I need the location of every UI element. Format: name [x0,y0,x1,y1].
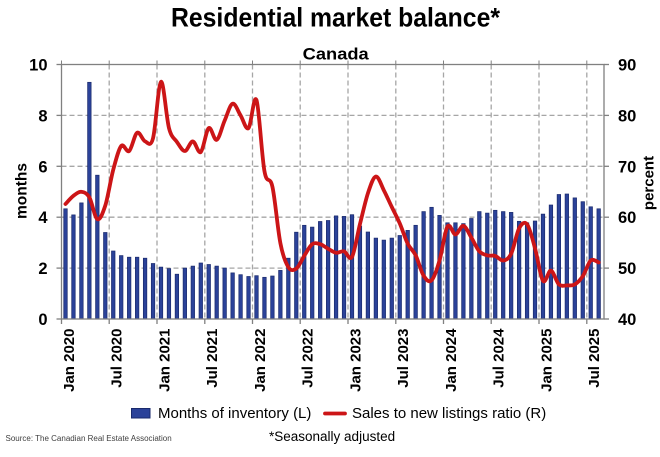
svg-text:Jan 2025: Jan 2025 [538,329,555,392]
svg-text:0: 0 [38,311,47,329]
svg-text:50: 50 [618,260,636,278]
svg-text:60: 60 [618,209,636,227]
svg-text:Jan 2024: Jan 2024 [443,328,460,392]
svg-text:80: 80 [618,107,636,125]
svg-text:70: 70 [618,158,636,176]
svg-text:Jul 2022: Jul 2022 [300,329,317,388]
svg-text:Residential market balance*: Residential market balance* [171,3,500,33]
svg-text:6: 6 [38,158,47,176]
svg-text:months: months [14,163,31,219]
svg-text:90: 90 [618,57,636,75]
svg-text:*Seasonally adjusted: *Seasonally adjusted [269,429,395,444]
svg-text:Jan 2021: Jan 2021 [156,329,173,392]
svg-text:Source: The Canadian Real Esta: Source: The Canadian Real Estate Associa… [6,434,172,443]
svg-text:percent: percent [641,156,658,210]
svg-text:Jul 2021: Jul 2021 [204,329,221,388]
svg-text:Jan 2022: Jan 2022 [252,329,269,392]
svg-text:Sales to new listings ratio (R: Sales to new listings ratio (R) [352,405,546,422]
svg-text:Canada: Canada [303,46,370,64]
svg-text:40: 40 [618,311,636,329]
svg-text:4: 4 [38,209,48,227]
svg-text:Months of inventory (L): Months of inventory (L) [158,405,311,422]
svg-text:Jan 2020: Jan 2020 [61,329,78,392]
svg-text:10: 10 [29,57,47,75]
svg-text:Jan 2023: Jan 2023 [347,329,364,392]
svg-text:8: 8 [38,107,47,125]
svg-text:Jul 2024: Jul 2024 [491,328,508,388]
svg-text:Jul 2020: Jul 2020 [109,329,126,388]
svg-text:2: 2 [38,260,47,278]
svg-text:Jul 2023: Jul 2023 [395,329,412,388]
svg-text:Jul 2025: Jul 2025 [586,329,603,388]
